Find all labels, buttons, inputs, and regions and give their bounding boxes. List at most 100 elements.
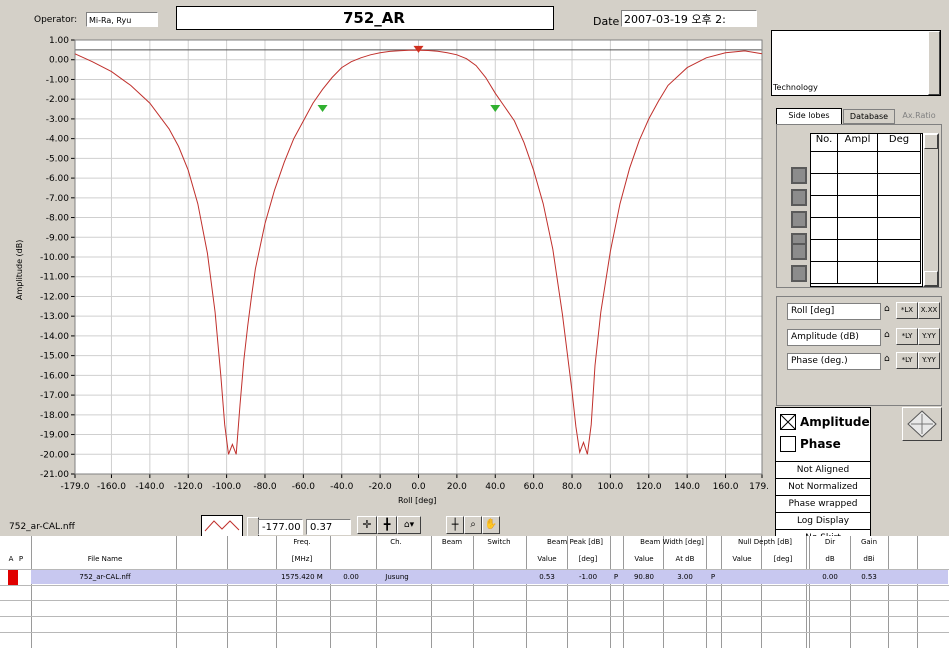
amplitude-axis-field[interactable]: Amplitude (dB) — [787, 329, 881, 346]
y-tick-label: -15.00 — [40, 352, 69, 362]
side-lobe-cell[interactable] — [838, 262, 878, 284]
zoom-tool-button[interactable]: ⌕ — [464, 516, 482, 534]
row-divider — [0, 632, 949, 633]
column-divider — [917, 536, 918, 648]
scroll-up-button[interactable] — [924, 134, 938, 149]
side-lobes-panel: No. Ampl Deg — [776, 124, 942, 288]
side-lobe-cell[interactable] — [838, 196, 878, 218]
title-field[interactable]: 752_AR — [176, 6, 554, 30]
header-gain-unit: dBi — [863, 555, 875, 563]
cursor-y-field[interactable]: 0.37 — [306, 519, 351, 535]
side-lobe-cell[interactable] — [811, 152, 838, 174]
amplitude-lock-icon[interactable]: ⌂ — [884, 330, 890, 340]
roll-axis-field[interactable]: Roll [deg] — [787, 303, 881, 320]
y-tick-label: -20.00 — [40, 450, 69, 460]
row-file-name: 752_ar-CAL.nff — [79, 573, 131, 581]
side-lobe-cell[interactable] — [838, 174, 878, 196]
row-button-1[interactable] — [791, 167, 807, 184]
amplitude-autoscale-button[interactable]: *LY — [896, 328, 918, 345]
x-tick-label: -60.0 — [292, 482, 316, 492]
side-lobe-cell[interactable] — [838, 152, 878, 174]
active-indicator[interactable] — [8, 570, 18, 585]
x-tick-label: -40.0 — [330, 482, 354, 492]
column-divider — [623, 536, 624, 648]
header-mhz: [MHz] — [291, 555, 313, 563]
operator-field[interactable]: Mi-Ra, Ryu — [86, 12, 158, 27]
side-lobes-scrollbar[interactable] — [923, 133, 939, 287]
header-nd-value: Value — [732, 555, 752, 563]
lock-menu-button[interactable]: ⌂▾ — [397, 516, 421, 534]
crosshair-button[interactable]: ╋ — [377, 516, 397, 534]
pan-tool-button[interactable]: ✋ — [482, 516, 500, 534]
header-file-name: File Name — [87, 555, 123, 563]
row-button-3[interactable] — [791, 211, 807, 228]
cursor-x-field[interactable]: -177.00 — [258, 519, 303, 535]
line-style-button[interactable] — [201, 515, 243, 537]
side-lobe-cell[interactable] — [878, 152, 921, 174]
x-tick-label: 80.0 — [562, 482, 582, 492]
operator-label: Operator: — [34, 15, 78, 25]
tab-database[interactable]: Database — [843, 109, 895, 124]
phase-autoscale-button[interactable]: *LY — [896, 352, 918, 369]
side-lobe-cell[interactable] — [838, 240, 878, 262]
phase-checkbox[interactable] — [780, 436, 796, 452]
roll-autoscale-button[interactable]: *LX — [896, 302, 918, 319]
y-tick-label: -6.00 — [46, 174, 70, 184]
x-tick-label: 60.0 — [524, 482, 544, 492]
side-lobe-cell[interactable] — [838, 218, 878, 240]
side-lobe-cell[interactable] — [811, 240, 838, 262]
roll-lock-icon[interactable]: ⌂ — [884, 304, 890, 314]
y-tick-label: -9.00 — [46, 233, 70, 243]
side-lobe-cell[interactable] — [811, 218, 838, 240]
side-lobe-cell[interactable] — [878, 218, 921, 240]
phase-format-button[interactable]: Y.YY — [918, 352, 940, 369]
tab-side-lobes[interactable]: Side lobes — [776, 108, 842, 124]
header-nd-deg: [deg] — [773, 555, 793, 563]
amplitude-format-button[interactable]: Y.YY — [918, 328, 940, 345]
row-freq: 1575.420 M — [281, 573, 323, 581]
row-divider — [0, 569, 949, 570]
y-tick-label: 1.00 — [49, 36, 69, 46]
move-button[interactable] — [902, 407, 942, 441]
side-lobe-cell[interactable] — [878, 174, 921, 196]
roll-format-button[interactable]: X.XX — [918, 302, 940, 319]
scroll-down-button[interactable] — [924, 271, 938, 286]
row-bp-value: 0.53 — [539, 573, 555, 581]
amplitude-chart[interactable]: 1.00 0.00 -1.00 -2.00 -3.00 -4.00 -5.00 -6.00 -7… — [6, 30, 768, 512]
row-button-2[interactable] — [791, 189, 807, 206]
column-divider — [663, 536, 664, 648]
x-tick-label: -80.0 — [253, 482, 277, 492]
side-lobe-cell[interactable] — [878, 262, 921, 284]
marker-peak — [413, 45, 424, 53]
move-cursor-button[interactable]: ✛ — [357, 516, 377, 534]
header-dir: Dir — [824, 538, 836, 546]
column-divider — [850, 536, 851, 648]
date-field[interactable]: 2007-03-19 오후 2: — [621, 10, 757, 27]
row-offset: 0.00 — [343, 573, 359, 581]
row-button-5[interactable] — [791, 243, 807, 260]
y-tick-label: -1.00 — [46, 75, 70, 85]
header-beam: Beam — [441, 538, 463, 546]
column-divider — [526, 536, 527, 648]
cursor-tool-button[interactable]: ┼ — [446, 516, 464, 534]
axes-panel: Roll [deg] ⌂ *LX X.XX Amplitude (dB) ⌂ *… — [776, 296, 942, 406]
status-list: Not Aligned Not Normalized Phase wrapped… — [775, 461, 871, 547]
column-divider — [567, 536, 568, 648]
side-lobe-cell[interactable] — [878, 196, 921, 218]
y-tick-label: -10.00 — [40, 253, 69, 263]
side-lobes-table: No. Ampl Deg — [810, 133, 923, 287]
side-lobe-cell[interactable] — [811, 262, 838, 284]
table-row[interactable]: 752_ar-CAL.nff 1575.420 M 0.00 Jusung 0.… — [31, 570, 948, 584]
side-lobe-cell[interactable] — [878, 240, 921, 262]
amplitude-checkbox[interactable] — [780, 414, 796, 430]
header-a: A — [8, 555, 14, 563]
tab-ax-ratio[interactable]: Ax.Ratio — [902, 111, 936, 120]
phase-lock-icon[interactable]: ⌂ — [884, 354, 890, 364]
row-button-6[interactable] — [791, 265, 807, 282]
side-lobe-cell[interactable] — [811, 174, 838, 196]
side-lobe-cell[interactable] — [811, 196, 838, 218]
info-scrollbar[interactable] — [928, 31, 940, 95]
lock-icon: ⌂▾ — [403, 520, 415, 530]
row-divider — [0, 585, 949, 586]
phase-axis-field[interactable]: Phase (deg.) — [787, 353, 881, 370]
